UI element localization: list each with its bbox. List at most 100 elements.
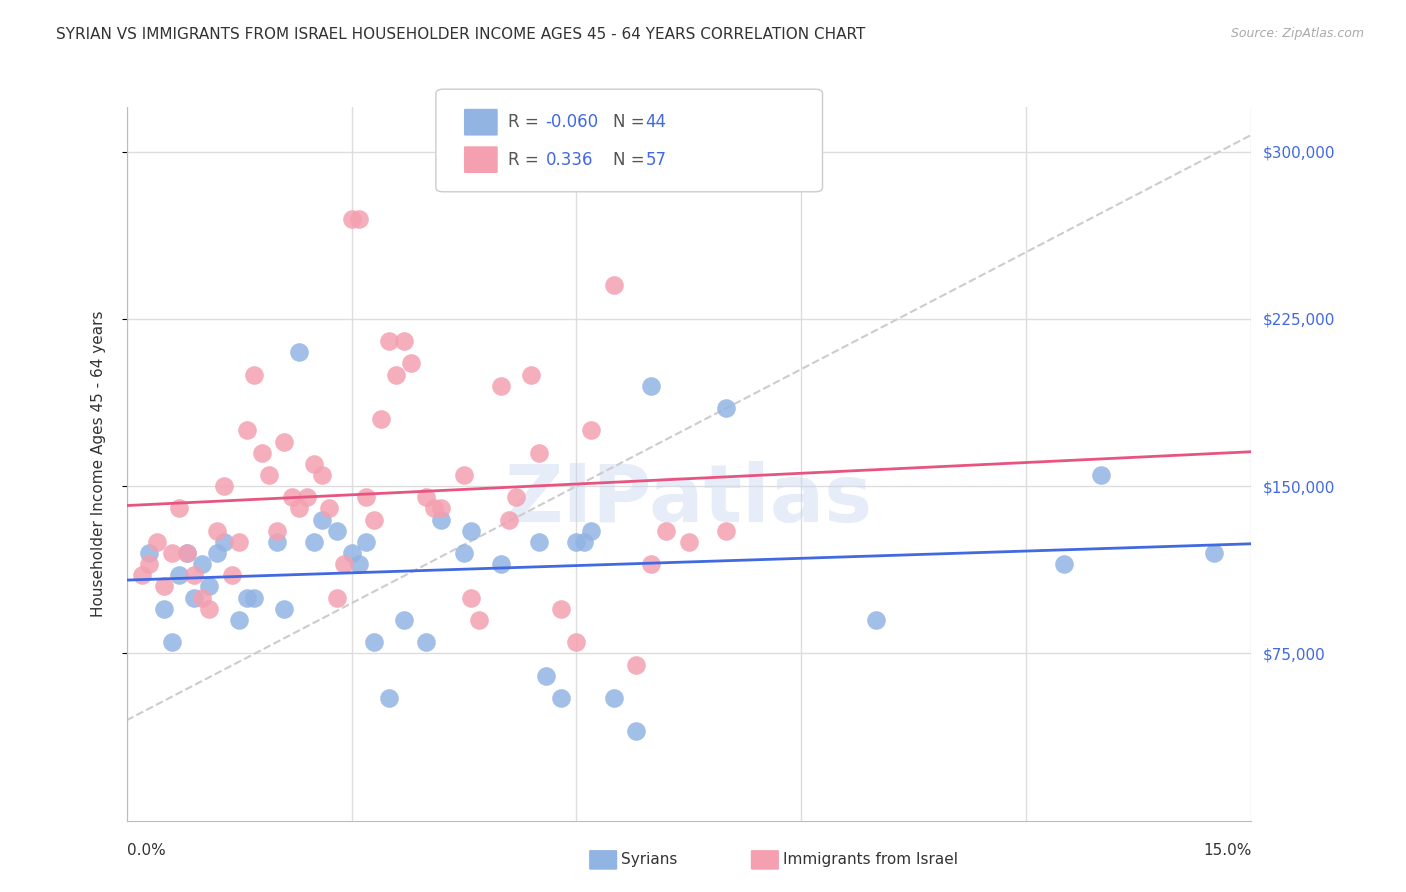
Point xyxy=(581,423,603,437)
Text: R =: R = xyxy=(508,113,544,131)
Text: 57: 57 xyxy=(645,151,666,169)
Point xyxy=(167,501,190,516)
Point xyxy=(550,601,572,615)
Point xyxy=(626,657,648,672)
Point xyxy=(1053,557,1076,571)
Point xyxy=(536,669,558,683)
Point xyxy=(415,490,437,504)
Point xyxy=(266,524,288,538)
Point xyxy=(340,546,363,560)
Point xyxy=(865,613,887,627)
Text: Syrians: Syrians xyxy=(621,853,678,867)
Point xyxy=(491,378,513,392)
Point xyxy=(550,690,572,705)
Point xyxy=(520,368,543,382)
Point xyxy=(205,524,228,538)
Point xyxy=(363,512,385,526)
Point xyxy=(176,546,198,560)
Point xyxy=(430,501,453,516)
Point xyxy=(640,378,662,392)
Point xyxy=(527,445,550,460)
Point xyxy=(288,345,311,359)
Point xyxy=(363,635,385,649)
Point xyxy=(138,557,160,571)
Point xyxy=(318,501,340,516)
Point xyxy=(288,501,311,516)
Point xyxy=(235,591,257,605)
Point xyxy=(505,490,527,504)
Point xyxy=(378,690,401,705)
Point xyxy=(160,546,183,560)
Text: N =: N = xyxy=(613,151,650,169)
Point xyxy=(385,368,408,382)
Point xyxy=(325,524,347,538)
Point xyxy=(167,568,190,582)
Point xyxy=(228,534,250,549)
Point xyxy=(468,613,491,627)
Point xyxy=(198,601,221,615)
Text: Immigrants from Israel: Immigrants from Israel xyxy=(783,853,957,867)
Point xyxy=(280,490,302,504)
Text: SYRIAN VS IMMIGRANTS FROM ISRAEL HOUSEHOLDER INCOME AGES 45 - 64 YEARS CORRELATI: SYRIAN VS IMMIGRANTS FROM ISRAEL HOUSEHO… xyxy=(56,27,866,42)
Point xyxy=(581,524,603,538)
Point xyxy=(257,467,280,482)
Text: Source: ZipAtlas.com: Source: ZipAtlas.com xyxy=(1230,27,1364,40)
Point xyxy=(311,512,333,526)
Point xyxy=(603,690,626,705)
Point xyxy=(460,591,482,605)
Point xyxy=(423,501,446,516)
Point xyxy=(603,278,626,293)
Point xyxy=(228,613,250,627)
Point xyxy=(572,534,595,549)
Y-axis label: Householder Income Ages 45 - 64 years: Householder Income Ages 45 - 64 years xyxy=(91,310,105,617)
Point xyxy=(401,356,423,371)
Point xyxy=(302,457,325,471)
Point xyxy=(678,534,700,549)
Text: N =: N = xyxy=(613,113,650,131)
Point xyxy=(221,568,243,582)
Point xyxy=(565,635,588,649)
Point xyxy=(460,524,482,538)
Point xyxy=(205,546,228,560)
Point xyxy=(430,512,453,526)
Point xyxy=(356,490,378,504)
Point xyxy=(392,334,415,348)
Point xyxy=(453,546,475,560)
Point xyxy=(212,534,235,549)
Point xyxy=(198,580,221,594)
Point xyxy=(640,557,662,571)
Point xyxy=(527,534,550,549)
Text: 44: 44 xyxy=(645,113,666,131)
Point xyxy=(273,601,295,615)
Point xyxy=(160,635,183,649)
Point xyxy=(190,591,212,605)
Point xyxy=(392,613,415,627)
Point xyxy=(295,490,318,504)
Text: 15.0%: 15.0% xyxy=(1204,843,1251,858)
Point xyxy=(356,534,378,549)
Point xyxy=(325,591,347,605)
Point xyxy=(333,557,356,571)
Point xyxy=(716,401,738,416)
Point xyxy=(176,546,198,560)
Point xyxy=(145,534,167,549)
Point xyxy=(370,412,392,426)
Point xyxy=(453,467,475,482)
Point xyxy=(340,211,363,226)
Point xyxy=(183,568,205,582)
Point xyxy=(491,557,513,571)
Point xyxy=(302,534,325,549)
Point xyxy=(626,724,648,739)
Point xyxy=(498,512,520,526)
Point xyxy=(266,534,288,549)
Point xyxy=(190,557,212,571)
Point xyxy=(1090,467,1112,482)
Point xyxy=(153,601,176,615)
Text: R =: R = xyxy=(508,151,544,169)
Text: ZIPatlas: ZIPatlas xyxy=(505,460,873,539)
Text: -0.060: -0.060 xyxy=(546,113,599,131)
Point xyxy=(153,580,176,594)
Point xyxy=(347,557,370,571)
Point xyxy=(235,423,257,437)
Point xyxy=(347,211,370,226)
